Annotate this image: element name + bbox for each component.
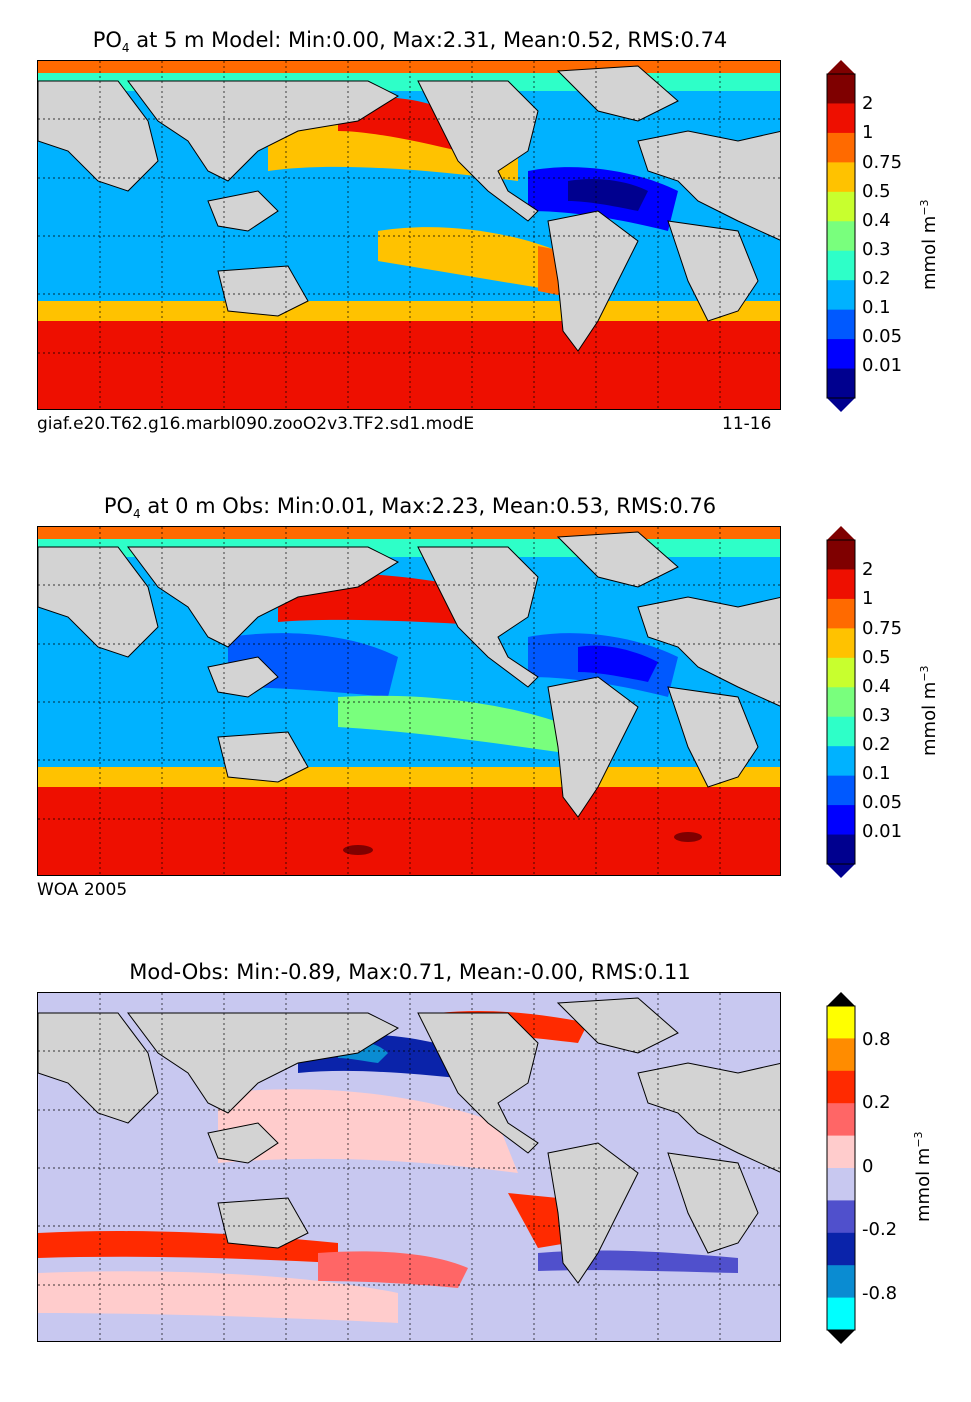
colorbar-svg — [826, 526, 856, 878]
colorbar-tick: 1 — [862, 588, 874, 609]
colorbar-segment — [827, 132, 855, 163]
colorbar-tick: 0.8 — [862, 1029, 891, 1050]
colorbar — [826, 60, 856, 412]
colorbar-extend-bottom — [827, 1330, 855, 1344]
colorbar-segment — [827, 309, 855, 340]
colorbar-tick: 0.01 — [862, 355, 903, 376]
colorbar-segment — [827, 569, 855, 600]
colorbar-segment — [827, 1297, 855, 1331]
colorbar-segment — [827, 339, 855, 370]
colorbar-segment — [827, 1200, 855, 1234]
colorbar-extend-bottom — [827, 398, 855, 412]
colorbar — [826, 992, 856, 1344]
colorbar-tick: 0.3 — [862, 705, 891, 726]
colorbar-segment — [827, 1232, 855, 1266]
colorbar-segment — [827, 598, 855, 629]
colorbar-segment — [827, 1070, 855, 1104]
colorbar-segment — [827, 1265, 855, 1299]
colorbar-segment — [827, 1135, 855, 1169]
colorbar-tick: -0.8 — [862, 1283, 898, 1304]
colorbar — [826, 526, 856, 878]
colorbar-tick: 0.05 — [862, 326, 903, 347]
colorbar-segment — [827, 1038, 855, 1072]
colorbar-segment — [827, 250, 855, 281]
panel-title: PO4 at 5 m Model: Min:0.00, Max:2.31, Me… — [92, 28, 728, 56]
colorbar-extend-top — [827, 60, 855, 74]
colorbar-tick: 1 — [862, 122, 874, 143]
caption-left: WOA 2005 — [37, 880, 128, 900]
colorbar-unit: mmol m−3 — [912, 1131, 934, 1222]
colorbar-segment — [827, 191, 855, 222]
colorbar-frame — [826, 1005, 856, 1331]
map-svg — [38, 527, 780, 875]
colorbar-segment — [827, 628, 855, 659]
colorbar-tick: 0.5 — [862, 181, 891, 202]
panel-title: Mod-Obs: Min:-0.89, Max:0.71, Mean:-0.00… — [129, 960, 691, 984]
caption-right: 11-16 — [722, 414, 772, 434]
colorbar-tick: 0.01 — [862, 821, 903, 842]
colorbar-tick: 0.4 — [862, 210, 891, 231]
colorbar-svg — [826, 992, 856, 1344]
colorbar-tick: 0.75 — [862, 618, 903, 639]
colorbar-segment — [827, 221, 855, 252]
colorbar-tick: 0.75 — [862, 152, 903, 173]
colorbar-tick: 0.05 — [862, 792, 903, 813]
colorbar-tick: 0.1 — [862, 763, 891, 784]
panel-diff: Mod-Obs: Min:-0.89, Max:0.71, Mean:-0.00… — [0, 932, 971, 1402]
colorbar-tick: -0.2 — [862, 1219, 898, 1240]
colorbar-tick: 0.1 — [862, 297, 891, 318]
map-diff-po4 — [37, 992, 781, 1342]
colorbar-segment — [827, 716, 855, 747]
map-svg — [38, 61, 780, 409]
colorbar-tick: 0.2 — [862, 734, 891, 755]
colorbar-segment — [827, 280, 855, 311]
map-obs-po4 — [37, 526, 781, 876]
colorbar-segment — [827, 103, 855, 134]
colorbar-tick: 2 — [862, 93, 874, 114]
colorbar-segment — [827, 805, 855, 836]
colorbar-tick: 2 — [862, 559, 874, 580]
colorbar-segment — [827, 540, 855, 570]
colorbar-segment — [827, 1168, 855, 1201]
colorbar-tick: 0.2 — [862, 268, 891, 289]
map-model-po4 — [37, 60, 781, 410]
colorbar-frame — [826, 73, 856, 399]
colorbar-unit: mmol m−3 — [918, 665, 940, 756]
colorbar-segment — [827, 834, 855, 865]
colorbar-segment — [827, 657, 855, 688]
colorbar-segment — [827, 162, 855, 193]
colorbar-segment — [827, 775, 855, 806]
colorbar-extend-top — [827, 992, 855, 1006]
colorbar-tick: 0.4 — [862, 676, 891, 697]
colorbar-tick: 0.3 — [862, 239, 891, 260]
colorbar-segment — [827, 746, 855, 777]
colorbar-tick: 0.5 — [862, 647, 891, 668]
panel-obs: PO4 at 0 m Obs: Min:0.01, Max:2.23, Mean… — [0, 466, 971, 936]
panel-model: PO4 at 5 m Model: Min:0.00, Max:2.31, Me… — [0, 0, 971, 470]
panel-title: PO4 at 0 m Obs: Min:0.01, Max:2.23, Mean… — [103, 494, 717, 522]
colorbar-segment — [827, 687, 855, 718]
colorbar-segment — [827, 74, 855, 104]
colorbar-tick: 0 — [862, 1156, 874, 1177]
colorbar-segment — [827, 1006, 855, 1039]
colorbar-segment — [827, 1103, 855, 1137]
colorbar-extend-top — [827, 526, 855, 540]
colorbar-extend-bottom — [827, 864, 855, 878]
caption-left: giaf.e20.T62.g16.marbl090.zooO2v3.TF2.sd… — [37, 414, 475, 434]
colorbar-frame — [826, 539, 856, 865]
colorbar-unit: mmol m−3 — [918, 199, 940, 290]
colorbar-segment — [827, 368, 855, 399]
colorbar-tick: 0.2 — [862, 1092, 891, 1113]
map-svg — [38, 993, 780, 1341]
colorbar-svg — [826, 60, 856, 412]
